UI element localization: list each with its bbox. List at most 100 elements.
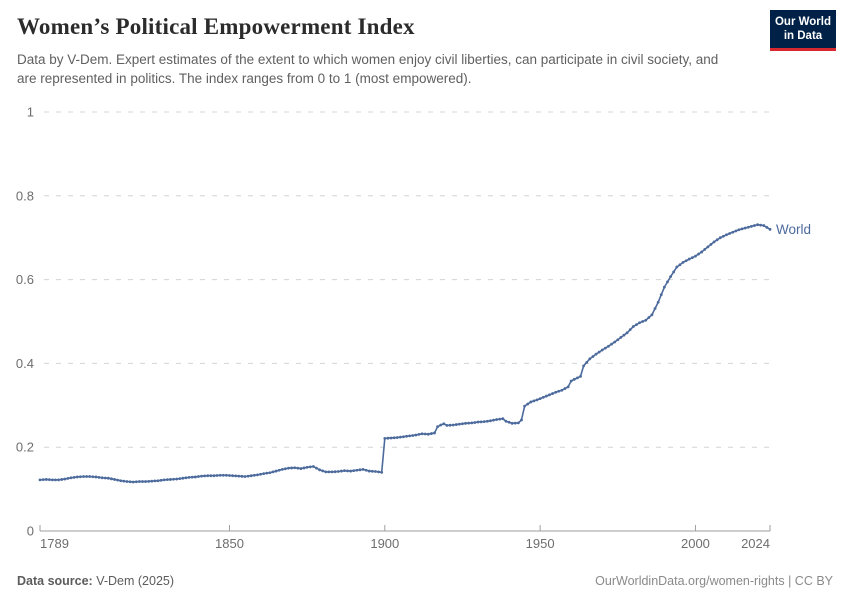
page-title: Women’s Political Empowerment Index	[17, 14, 415, 39]
y-axis-label: 1	[27, 105, 34, 120]
world-point	[464, 421, 467, 425]
world-point	[662, 285, 666, 289]
world-point	[743, 226, 747, 230]
x-axis-label: 2024	[741, 536, 770, 551]
world-point	[392, 436, 396, 440]
world-point	[327, 470, 331, 474]
world-point	[681, 261, 685, 264]
world-point	[653, 307, 657, 310]
footer-link[interactable]: OurWorldinData.org/women-rights | CC BY	[595, 574, 833, 588]
world-point	[436, 425, 440, 429]
world-point	[172, 477, 175, 481]
world-point	[430, 432, 433, 435]
world-point	[563, 387, 567, 390]
world-point	[703, 248, 707, 251]
world-point	[302, 466, 306, 470]
world-point	[709, 243, 713, 246]
world-point	[336, 470, 340, 473]
world-point	[678, 263, 682, 267]
world-point	[321, 469, 325, 473]
world-point	[647, 316, 651, 319]
world-point	[252, 473, 256, 477]
data-source-value: V-Dem (2025)	[92, 574, 175, 588]
world-point	[451, 423, 455, 427]
chart-subtitle: Data by V-Dem. Expert estimates of the e…	[17, 52, 719, 87]
world-point	[178, 477, 182, 481]
world-point	[650, 313, 654, 317]
world-point	[54, 478, 57, 482]
world-point	[197, 475, 200, 478]
world-point	[277, 468, 281, 472]
owid-logo[interactable]: Our World in Data	[770, 10, 836, 51]
world-point	[442, 422, 446, 426]
world-point	[97, 475, 101, 479]
world-point	[557, 389, 561, 393]
world-point	[439, 423, 443, 427]
world-point	[656, 300, 660, 304]
world-point	[619, 336, 623, 339]
world-point	[470, 421, 474, 425]
world-point	[498, 417, 502, 421]
world-point	[659, 293, 663, 297]
world-point	[162, 478, 166, 482]
world-point	[346, 469, 349, 473]
world-point	[467, 421, 471, 425]
owid-logo-line1: Our World	[774, 16, 831, 28]
world-point	[169, 478, 172, 481]
world-point	[461, 422, 464, 426]
world-point	[762, 224, 766, 227]
world-point	[526, 402, 530, 406]
world-point	[364, 468, 368, 472]
world-point	[712, 240, 716, 244]
world-point	[181, 476, 185, 480]
world-point	[641, 320, 645, 323]
world-point	[616, 338, 620, 342]
world-point	[560, 388, 564, 392]
world-point	[405, 434, 408, 438]
world-point	[78, 475, 82, 479]
world-point	[116, 478, 120, 482]
x-axis-label: 1950	[526, 536, 555, 551]
world-point	[293, 466, 297, 470]
world-point	[324, 470, 328, 474]
world-point	[607, 344, 610, 348]
world-point	[88, 475, 92, 478]
world-point	[492, 418, 495, 422]
world-point	[113, 478, 116, 481]
world-point	[479, 420, 483, 424]
owid-logo-line2: in Data	[783, 30, 823, 43]
world-point	[265, 471, 269, 475]
world-point	[473, 421, 477, 424]
world-point	[603, 346, 607, 350]
world-point	[551, 392, 554, 395]
world-point	[482, 420, 486, 424]
world-point	[94, 475, 98, 479]
world-point	[200, 474, 203, 478]
world-point	[271, 470, 275, 474]
world-point	[554, 390, 558, 394]
world-point	[585, 360, 589, 364]
world-point	[209, 474, 213, 478]
world-point	[343, 469, 346, 473]
world-point	[510, 421, 514, 425]
world-point	[513, 421, 517, 425]
world-point	[165, 478, 169, 482]
world-point	[715, 238, 719, 242]
world-point	[386, 436, 390, 440]
world-point	[175, 477, 179, 481]
world-point	[75, 475, 79, 479]
world-point	[548, 393, 551, 397]
world-point	[38, 478, 42, 482]
world-point	[569, 379, 573, 383]
world-point	[221, 473, 225, 477]
world-point	[110, 477, 113, 481]
world-point	[610, 342, 613, 346]
world-point	[339, 469, 343, 473]
world-point	[395, 436, 399, 439]
world-point	[134, 480, 138, 484]
world-point	[420, 432, 424, 436]
world-point	[476, 420, 480, 424]
world-point	[669, 275, 672, 279]
world-point	[240, 474, 244, 478]
world-point	[274, 469, 278, 473]
